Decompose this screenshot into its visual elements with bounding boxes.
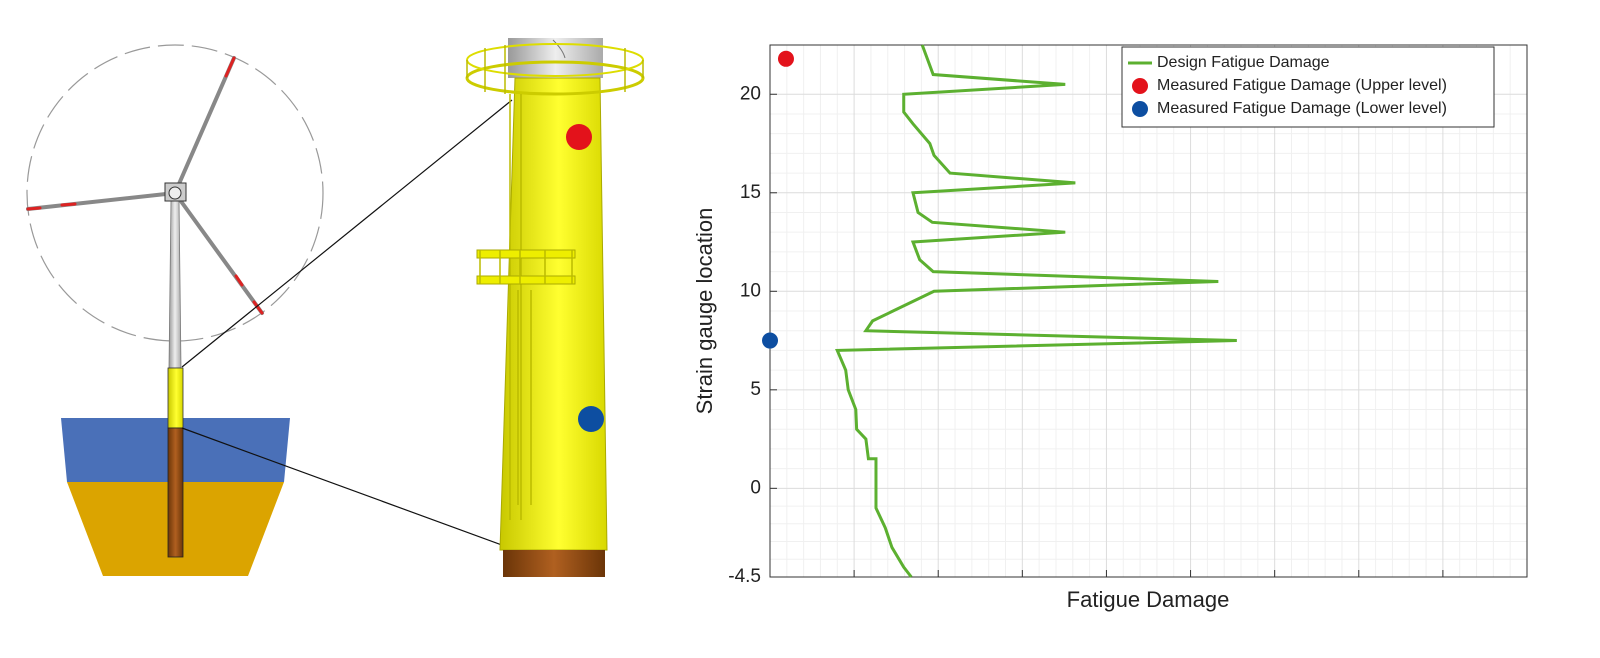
legend-swatch [1132, 101, 1148, 117]
y-tick-label: 15 [740, 182, 761, 203]
legend-label: Design Fatigue Damage [1157, 54, 1330, 71]
legend-swatch [1132, 78, 1148, 94]
chart: Fatigue Damage Strain gauge location -4.… [692, 44, 1528, 612]
y-tick-label: 5 [750, 379, 761, 400]
design-line [835, 44, 1237, 578]
measured-point [777, 50, 794, 67]
x-axis-label: Fatigue Damage [1067, 587, 1230, 612]
measured-point [762, 332, 778, 349]
legend-label: Measured Fatigue Damage (Upper level) [1157, 77, 1447, 94]
y-tick-label: 20 [740, 83, 761, 104]
y-tick-label: -4.5 [728, 566, 761, 587]
legend-label: Measured Fatigue Damage (Lower level) [1157, 100, 1447, 117]
y-tick-label: 0 [750, 477, 761, 498]
legend-box [1121, 46, 1495, 128]
turbine-illustration [26, 38, 645, 577]
y-tick-label: 10 [740, 280, 761, 301]
y-axis-label: Strain gauge location [692, 208, 717, 415]
plot-frame [769, 44, 1528, 578]
